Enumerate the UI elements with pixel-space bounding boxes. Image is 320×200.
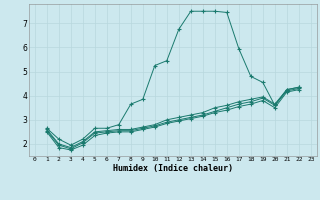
X-axis label: Humidex (Indice chaleur): Humidex (Indice chaleur) (113, 164, 233, 173)
